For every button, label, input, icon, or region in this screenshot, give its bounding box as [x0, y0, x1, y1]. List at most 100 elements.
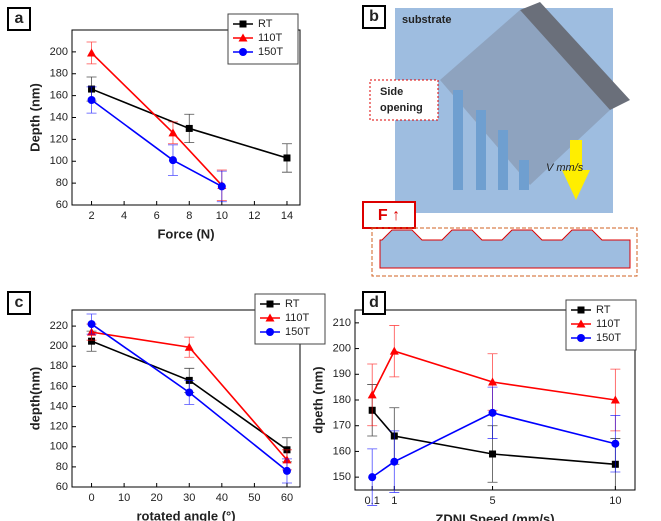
marker — [282, 466, 291, 475]
legend-label: RT — [285, 298, 300, 310]
x-tick-label: 10 — [609, 495, 621, 507]
panel-box — [362, 291, 386, 315]
marker — [168, 156, 177, 165]
arrow — [562, 170, 590, 200]
x-tick-label: 30 — [183, 492, 195, 504]
x-tick-label: 1 — [391, 495, 397, 507]
marker — [611, 439, 620, 448]
x-tick-label: 14 — [281, 210, 293, 222]
y-tick-label: 200 — [50, 46, 68, 58]
callout-text: Side — [380, 86, 403, 98]
marker — [168, 128, 178, 137]
groove — [453, 90, 463, 190]
panel-label: a — [15, 10, 24, 27]
y-tick-label: 160 — [50, 90, 68, 102]
marker — [87, 96, 96, 104]
panel-label: b — [369, 8, 379, 25]
y-tick-label: 140 — [50, 111, 68, 123]
force-label: F ↑ — [378, 207, 400, 224]
legend-marker — [238, 33, 248, 42]
y-tick-label: 80 — [56, 461, 68, 473]
marker — [489, 450, 497, 458]
panel-box — [7, 7, 31, 31]
y-tick-label: 200 — [333, 342, 351, 354]
marker — [184, 342, 194, 351]
callout — [369, 79, 439, 121]
marker — [87, 320, 96, 329]
y-tick-label: 210 — [333, 317, 351, 329]
y-tick-label: 120 — [50, 133, 68, 145]
series-line — [371, 409, 616, 466]
inset-profile — [379, 229, 631, 269]
substrate-label: substrate — [402, 14, 452, 26]
y-tick-label: 60 — [56, 481, 68, 493]
series-line — [91, 99, 223, 188]
panel-box — [7, 291, 31, 315]
x-tick-label: 6 — [154, 210, 160, 222]
legend-label: 150T — [596, 332, 621, 344]
plot-frame — [71, 309, 301, 488]
tool-teeth — [520, 2, 630, 110]
legend-label: 150T — [285, 326, 310, 338]
series-line — [371, 412, 616, 478]
y-tick-label: 180 — [50, 68, 68, 80]
marker — [283, 154, 291, 162]
groove — [519, 160, 529, 190]
arrow — [570, 140, 582, 170]
legend-marker — [576, 319, 586, 328]
marker — [368, 473, 377, 482]
y-axis-label: dpeth (nm) — [310, 366, 325, 433]
panel-box — [362, 5, 386, 29]
x-tick-label: 8 — [186, 210, 192, 222]
y-tick-label: 190 — [333, 368, 351, 380]
inset — [371, 227, 638, 277]
marker — [87, 48, 97, 57]
y-tick-label: 180 — [333, 394, 351, 406]
marker — [389, 346, 399, 355]
x-tick-label: 2 — [88, 210, 94, 222]
legend-marker — [239, 20, 247, 28]
legend-label: 110T — [596, 318, 621, 330]
legend-label: 150T — [258, 46, 283, 58]
legend-marker — [239, 48, 247, 56]
marker — [185, 388, 194, 397]
y-tick-label: 170 — [333, 420, 351, 432]
y-tick-label: 180 — [50, 360, 68, 372]
legend-marker — [266, 328, 274, 336]
panel-label: d — [369, 294, 379, 311]
y-tick-label: 80 — [56, 177, 68, 189]
x-tick-label: 20 — [151, 492, 163, 504]
speed-label: V mm/s — [546, 162, 584, 174]
y-tick-label: 160 — [333, 445, 351, 457]
legend-marker — [266, 300, 274, 308]
y-tick-label: 100 — [50, 155, 68, 167]
x-tick-label: 60 — [281, 492, 293, 504]
x-tick-label: 40 — [216, 492, 228, 504]
x-tick-label: 12 — [248, 210, 260, 222]
diagram-panel: b substrate Side opening V mm/s F ↑ — [362, 2, 638, 277]
legend-label: 110T — [285, 312, 310, 324]
marker — [185, 124, 193, 132]
groove — [498, 130, 508, 190]
callout-text: opening — [380, 102, 423, 114]
groove — [476, 110, 486, 190]
panel-label: c — [15, 294, 24, 311]
y-tick-label: 150 — [333, 471, 351, 483]
legend-marker — [265, 313, 275, 322]
y-tick-label: 220 — [50, 320, 68, 332]
tool — [440, 10, 610, 185]
marker — [390, 457, 399, 466]
marker — [488, 377, 498, 386]
x-tick-label: 50 — [248, 492, 260, 504]
x-tick-label: 10 — [216, 210, 228, 222]
x-tick-label: 4 — [121, 210, 127, 222]
legend-marker — [577, 306, 585, 314]
legend-label: 110T — [258, 32, 283, 44]
legend-marker — [577, 334, 585, 342]
y-tick-label: 100 — [50, 441, 68, 453]
x-tick-label: 10 — [118, 492, 130, 504]
legend-label: RT — [596, 304, 611, 316]
x-axis-label: Force (N) — [157, 226, 214, 241]
